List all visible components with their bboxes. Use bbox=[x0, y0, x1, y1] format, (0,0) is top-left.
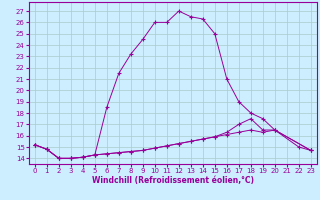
X-axis label: Windchill (Refroidissement éolien,°C): Windchill (Refroidissement éolien,°C) bbox=[92, 176, 254, 185]
